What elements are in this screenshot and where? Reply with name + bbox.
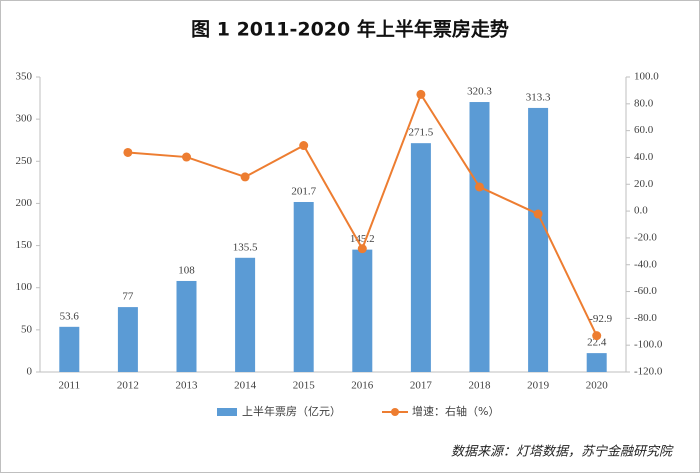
- bar-label: 108: [178, 265, 195, 277]
- source: 数据来源：灯塔数据，苏宁金融研究院: [451, 444, 674, 460]
- bar-label: 53.6: [60, 310, 80, 322]
- y2-tick-label: 40.0: [634, 151, 654, 163]
- line-label: -92.9: [589, 313, 612, 325]
- x-tick-label: 2017: [410, 380, 433, 392]
- line-point: [299, 141, 309, 151]
- x-tick-label: 2019: [527, 380, 550, 392]
- bar-label: 313.3: [526, 91, 551, 103]
- bar: [469, 102, 490, 372]
- bar: [293, 201, 314, 372]
- y2-tick-label: -40.0: [634, 258, 657, 270]
- x-tick-label: 2020: [586, 380, 609, 392]
- y2-tick-label: 0.0: [634, 205, 648, 217]
- y2-tick-label: 100.0: [634, 71, 659, 83]
- line-point: [357, 244, 367, 254]
- line-point: [592, 331, 602, 341]
- legend-swatch: [217, 408, 237, 416]
- line-point: [533, 209, 543, 219]
- y2-tick-label: 80.0: [634, 97, 654, 109]
- y-tick-label: 0: [27, 366, 33, 378]
- line-point: [475, 182, 484, 192]
- x-tick-label: 2011: [59, 380, 81, 392]
- bar-label: 22.4: [587, 337, 607, 349]
- legend-label: 增速：右轴（%）: [412, 404, 499, 418]
- bar-label: 320.3: [467, 86, 492, 98]
- y2-tick-label: -100.0: [634, 339, 663, 351]
- bar: [235, 257, 256, 372]
- bar-label: 271.5: [409, 127, 434, 139]
- x-tick-label: 2016: [351, 380, 374, 392]
- line-point: [240, 172, 250, 182]
- chart-title: 图 1 2011-2020 年上半年票房走势: [191, 18, 509, 41]
- line-point: [123, 147, 133, 157]
- x-tick-label: 2013: [176, 380, 199, 392]
- y2-tick-label: 60.0: [634, 124, 654, 136]
- legend-swatch: [391, 408, 399, 416]
- y2-tick-label: -20.0: [634, 231, 657, 243]
- y-tick-label: 150: [16, 239, 33, 251]
- bar: [59, 326, 80, 372]
- x-tick-label: 2015: [293, 380, 316, 392]
- bar-label: 77: [122, 291, 134, 303]
- bar: [352, 249, 373, 372]
- y-tick-label: 350: [16, 71, 33, 83]
- bar-label: 135.5: [233, 241, 258, 253]
- y2-tick-label: -80.0: [634, 312, 657, 324]
- line-point: [182, 152, 191, 162]
- bar: [586, 353, 607, 372]
- y-tick-label: 300: [16, 113, 33, 125]
- bar: [117, 307, 138, 372]
- bar: [176, 280, 197, 372]
- x-tick-label: 2012: [117, 380, 139, 392]
- y-tick-label: 200: [16, 197, 33, 209]
- y2-tick-label: -120.0: [634, 366, 663, 378]
- bar: [410, 143, 431, 372]
- y-tick-label: 250: [16, 155, 33, 167]
- bar-label: 201.7: [291, 186, 316, 198]
- y2-tick-label: -60.0: [634, 285, 657, 297]
- x-tick-label: 2014: [234, 380, 257, 392]
- y-tick-label: 50: [21, 323, 33, 335]
- bar: [528, 107, 549, 372]
- line-point: [416, 89, 426, 99]
- x-tick-label: 2018: [469, 380, 492, 392]
- y-tick-label: 100: [16, 281, 33, 293]
- legend-label: 上半年票房（亿元）: [242, 404, 341, 418]
- y2-tick-label: 20.0: [634, 178, 654, 190]
